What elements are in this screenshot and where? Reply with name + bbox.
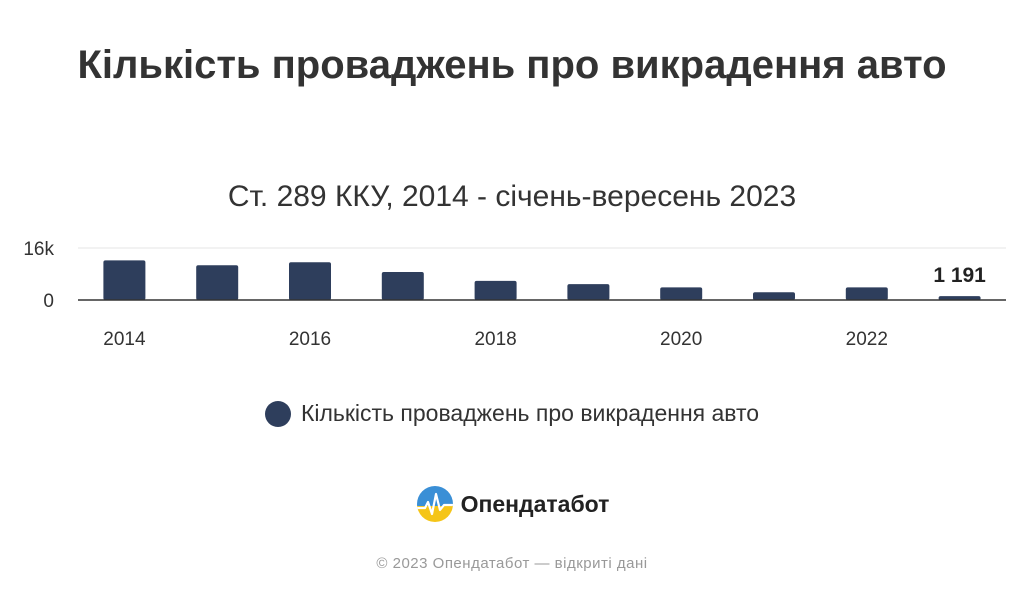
bar (381, 272, 424, 300)
bar-chart: 0 16k 2014 2016 2018 2020 2022 1 191 (23, 239, 1006, 350)
bar (474, 280, 517, 300)
chart-title-text: Кількість проваджень про викрадення авто (77, 43, 947, 87)
x-tick-label: 2016 (289, 329, 331, 350)
chart-subtitle: Ст. 289 ККУ, 2014 - січень-вересень 2023 (227, 180, 797, 213)
x-tick-label: 2014 (103, 329, 146, 350)
legend-marker (264, 400, 291, 427)
opendatabot-logo-icon (416, 486, 453, 522)
bar (660, 287, 703, 300)
brand-name: Опендатабот (460, 490, 610, 517)
bar (845, 287, 888, 300)
bar (753, 292, 795, 300)
brand-logo: Опендатабот (0, 484, 1024, 524)
y-tick-label: 0 (43, 291, 54, 312)
x-tick-label: 2022 (846, 329, 888, 350)
x-tick-label: 2020 (660, 329, 702, 350)
bar (938, 296, 981, 300)
x-tick-label: 2018 (474, 329, 516, 350)
data-label: 1 191 (933, 264, 986, 287)
y-tick-label: 16k (23, 239, 54, 260)
footer-copyright: © 2023 Опендатабот — відкриті дані (376, 555, 648, 572)
bar (196, 265, 239, 300)
legend[interactable]: Кількість проваджень про викрадення авто (0, 400, 1024, 427)
bar (567, 284, 610, 300)
bar (289, 262, 331, 300)
chart-title: Кількість проваджень про викрадення авто (0, 36, 1024, 94)
legend-label: Кількість проваджень про викрадення авто (300, 400, 760, 426)
bar (103, 260, 146, 300)
